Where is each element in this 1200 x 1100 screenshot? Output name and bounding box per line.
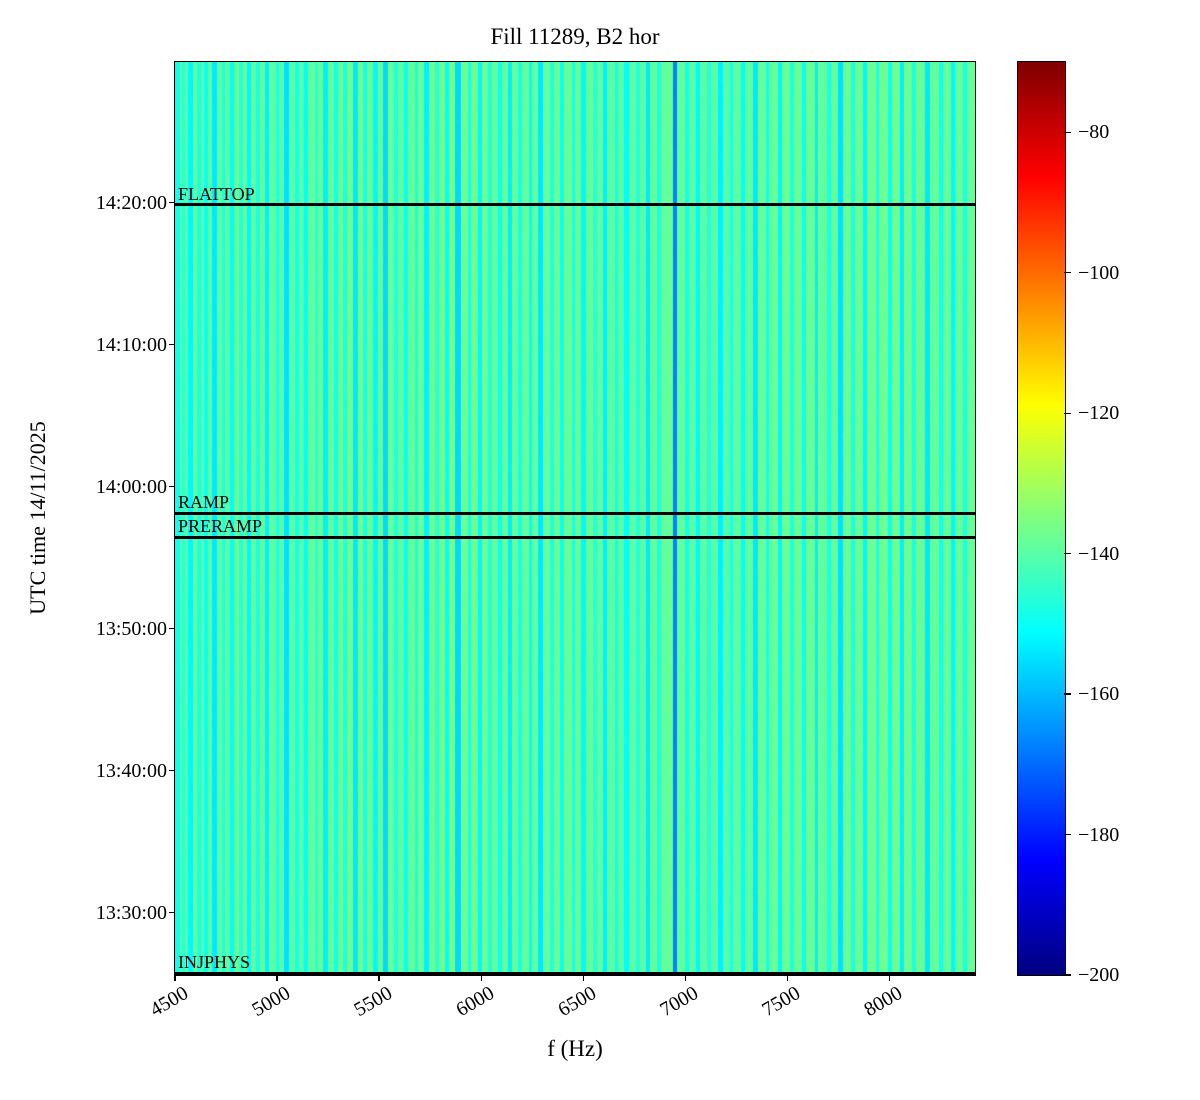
y-tickmark: [169, 627, 175, 630]
phase-line-injphys: [175, 971, 975, 975]
phase-label-injphys: INJPHYS: [178, 952, 251, 972]
x-tickmark: [480, 975, 482, 981]
x-tick-label: 7500: [758, 982, 805, 1022]
x-tickmark: [276, 975, 278, 981]
heatmap-canvas: [175, 62, 975, 975]
colorbar-tick-label: −140: [1078, 542, 1120, 565]
colorbar-canvas: [1018, 62, 1065, 975]
colorbar-tick-label: −160: [1078, 683, 1120, 706]
y-tick-label: 13:40:00: [95, 759, 167, 782]
x-tick-label: 5500: [350, 982, 397, 1022]
colorbar-tickmark: [1064, 131, 1071, 133]
colorbar-tickmark: [1064, 272, 1071, 274]
colorbar-tick-label: −80: [1078, 121, 1110, 144]
y-tickmark: [169, 769, 175, 772]
y-tickmark: [169, 485, 175, 488]
y-tick-label: 13:30:00: [95, 901, 167, 924]
x-tickmark: [786, 975, 788, 981]
phase-line-ramp: [175, 511, 975, 515]
y-tick-label: 14:10:00: [95, 333, 167, 356]
colorbar-tick-label: −180: [1078, 823, 1120, 846]
colorbar-tickmark: [1064, 974, 1071, 976]
x-tickmark: [888, 975, 890, 981]
phase-label-preramp: PRERAMP: [178, 516, 263, 537]
x-tick-label: 5000: [248, 982, 295, 1022]
phase-label-flattop: FLATTOP: [178, 183, 255, 204]
x-tickmark: [582, 975, 584, 981]
phase-label-ramp: RAMP: [178, 492, 230, 513]
colorbar-tickmark: [1064, 693, 1071, 695]
y-tick-label: 14:20:00: [95, 191, 167, 214]
colorbar-tickmark: [1064, 412, 1071, 414]
colorbar-tickmark: [1064, 833, 1071, 836]
chart-title: Fill 11289, B2 hor: [490, 24, 660, 49]
y-tickmark: [169, 201, 175, 204]
x-axis-label: f (Hz): [547, 1036, 603, 1061]
y-tickmark: [169, 343, 175, 346]
x-tick-label: 6500: [554, 982, 601, 1022]
x-tick-label: 8000: [860, 982, 907, 1022]
y-tick-label: 14:00:00: [95, 475, 167, 498]
y-tick-label: 13:50:00: [95, 617, 167, 640]
colorbar-tick-label: −120: [1078, 402, 1120, 425]
x-tickmark: [174, 975, 176, 981]
phase-line-flattop: [175, 203, 975, 207]
colorbar-tickmark: [1064, 553, 1071, 555]
x-tick-label: 4500: [146, 982, 192, 1022]
phase-line-preramp: [175, 535, 975, 539]
y-axis-label: UTC time 14/11/2025: [25, 421, 50, 615]
colorbar-tick-label: −100: [1078, 261, 1120, 284]
colorbar-tick-label: −200: [1078, 964, 1120, 986]
x-tickmark: [684, 975, 686, 981]
x-tickmark: [378, 975, 380, 981]
x-tick-label: 6000: [452, 982, 499, 1022]
y-tickmark: [169, 911, 175, 914]
x-tick-label: 7000: [656, 982, 703, 1022]
